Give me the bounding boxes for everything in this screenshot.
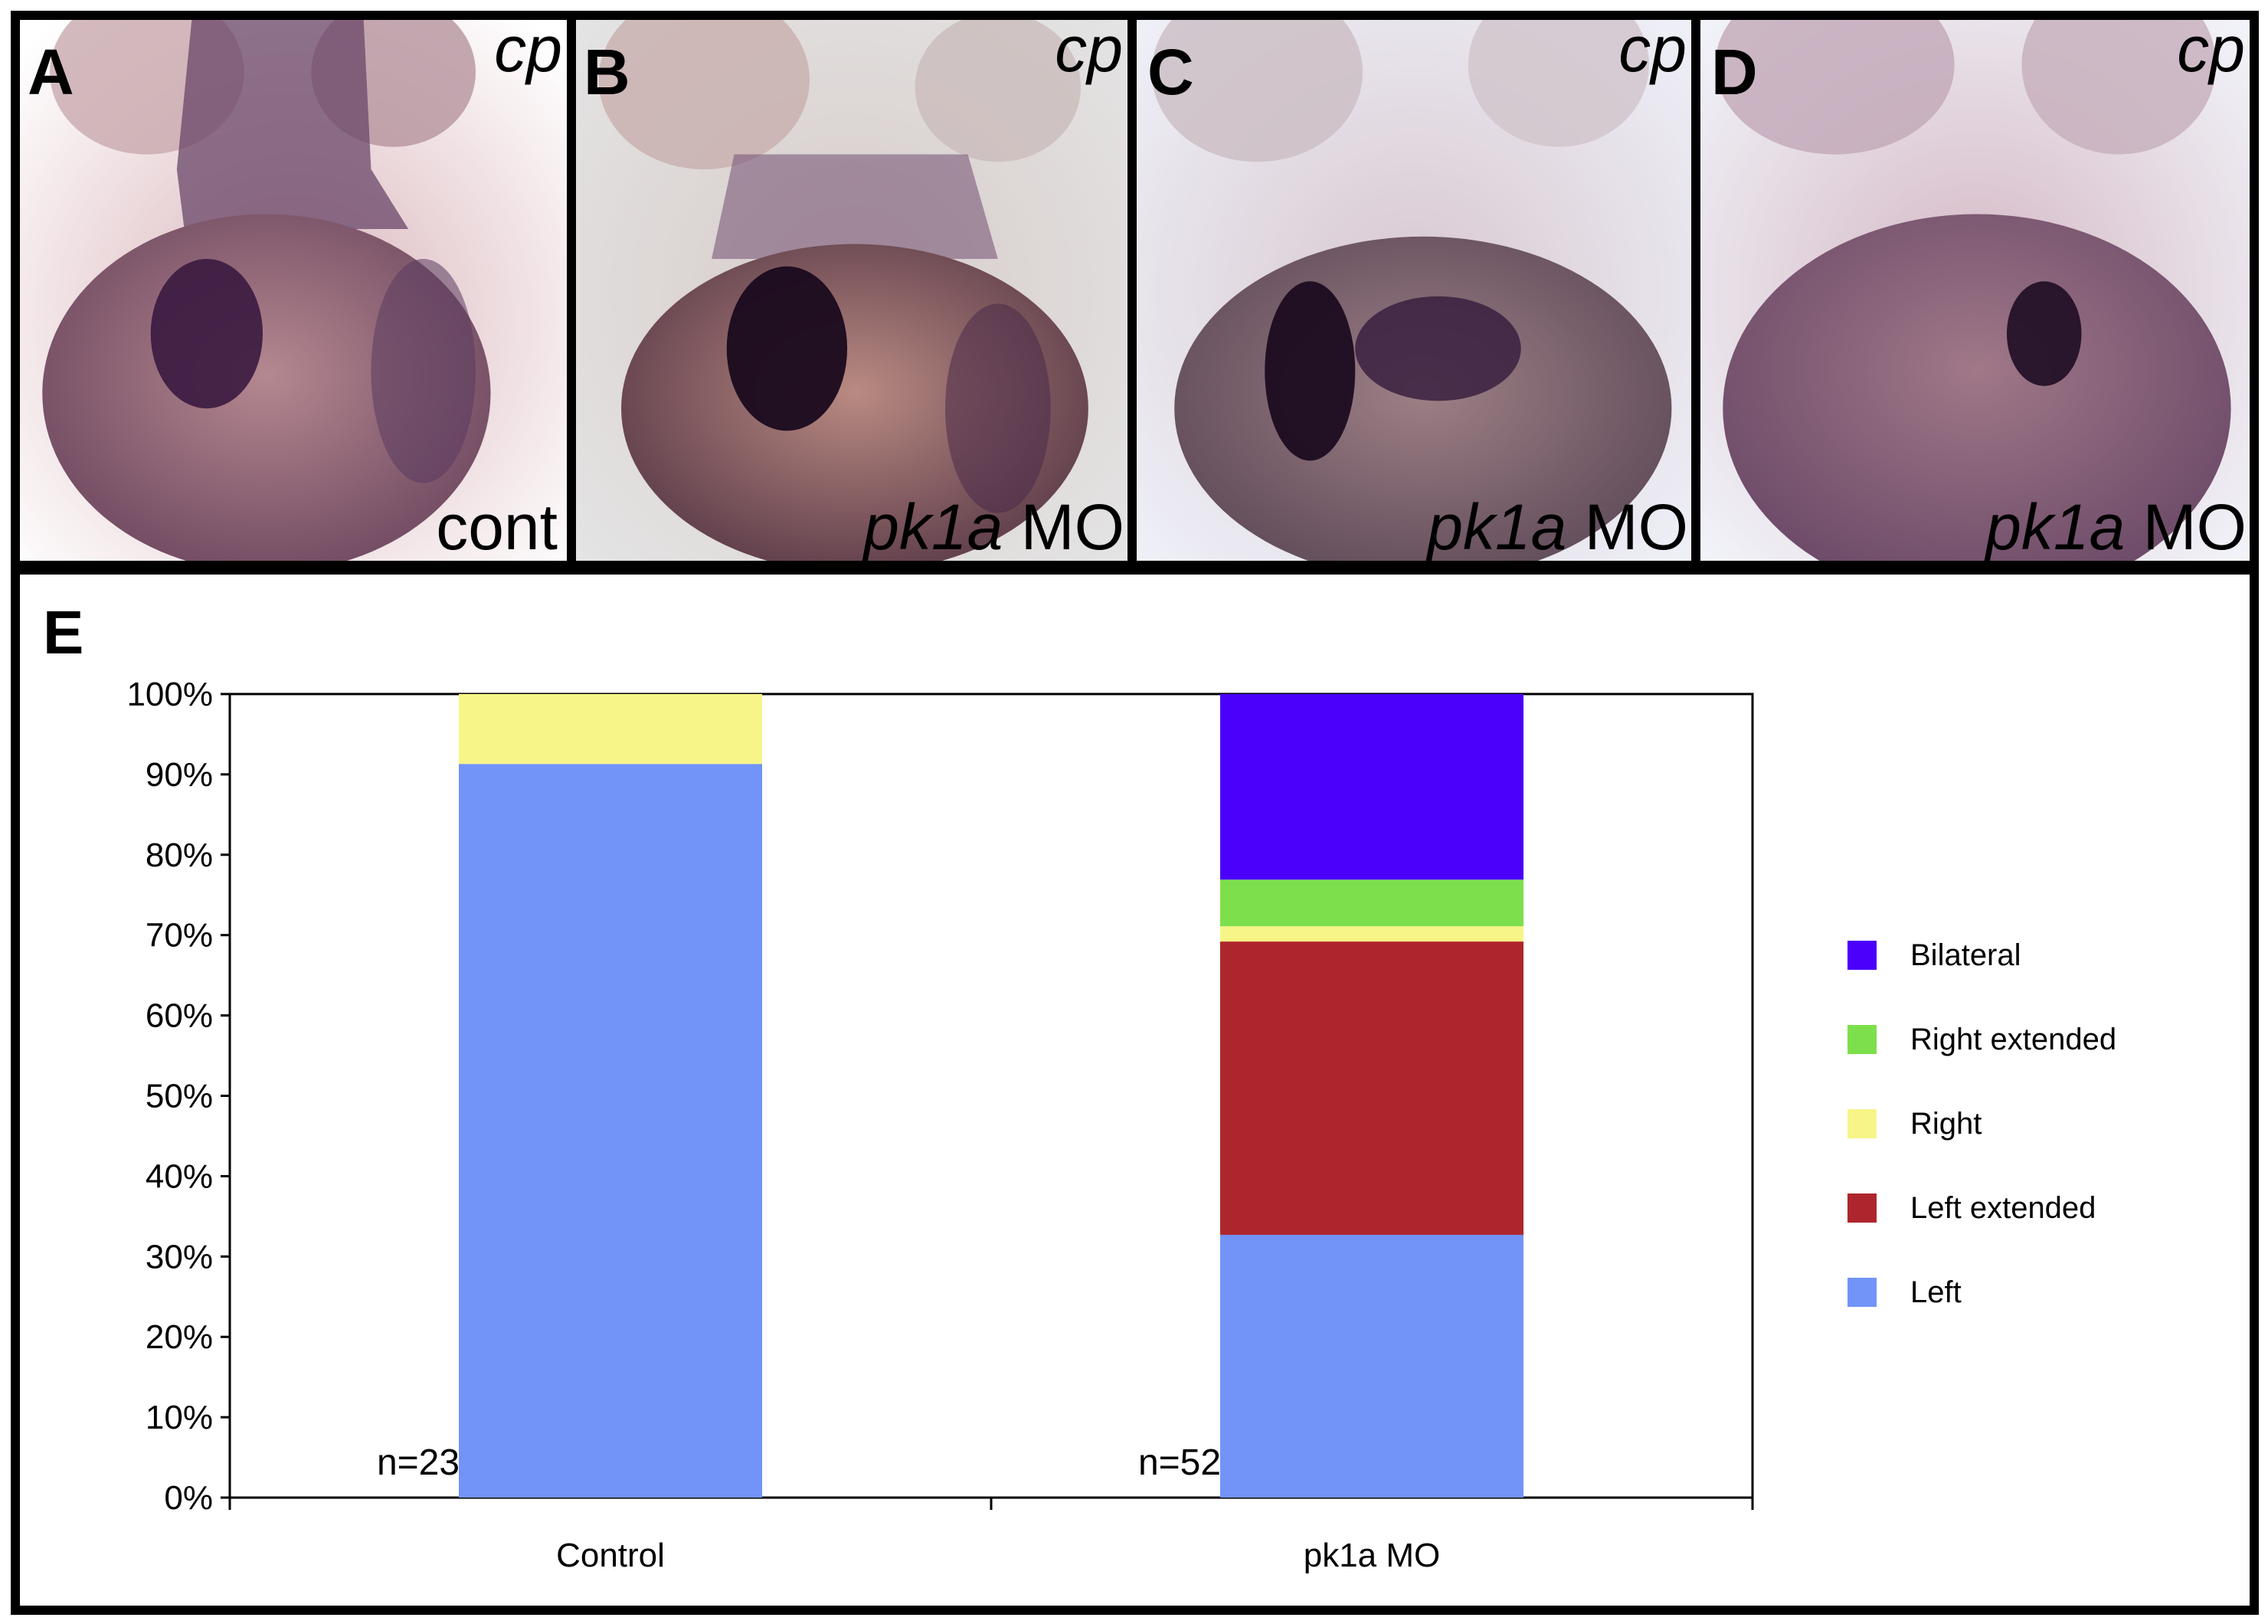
condition-label: pk1a MO <box>863 495 1124 559</box>
marker-label: cp <box>1055 13 1123 85</box>
condition-text: MO <box>1566 491 1688 563</box>
legend-swatch <box>1847 1278 1877 1307</box>
bar-segment-right <box>1220 926 1523 942</box>
condition-label: pk1a MO <box>1985 495 2247 559</box>
panel-d-micrograph: D cp pk1a MO <box>1696 11 2259 565</box>
bar-segment-left-extended <box>1220 941 1523 1235</box>
x-category-label: pk1a MO <box>1304 1537 1441 1574</box>
y-tick-label: 80% <box>146 837 213 874</box>
legend-swatch <box>1847 1109 1877 1138</box>
embryo-image-b <box>576 20 1127 561</box>
condition-label: pk1a MO <box>1427 495 1688 559</box>
marker-label: cp <box>2177 13 2245 85</box>
legend-label: Right <box>1910 1107 1982 1141</box>
marker-label: cp <box>494 13 562 85</box>
sample-count-label: n=52 <box>1138 1442 1221 1483</box>
condition-label: cont <box>436 495 558 559</box>
y-tick-label: 40% <box>146 1157 213 1195</box>
condition-italic: pk1a <box>1427 491 1567 563</box>
legend-swatch <box>1847 941 1877 970</box>
panel-letter: A <box>28 36 74 108</box>
y-tick-label: 60% <box>146 997 213 1035</box>
bar-segment-right <box>459 694 762 765</box>
condition-text: cont <box>436 491 558 563</box>
panel-letter: E <box>43 598 84 666</box>
embryo-image-d <box>1700 20 2250 561</box>
bar-segment-left <box>1220 1234 1523 1498</box>
y-tick-label: 70% <box>146 917 213 954</box>
y-tick-label: 100% <box>126 676 213 713</box>
condition-text: MO <box>2125 491 2247 563</box>
embryo-image-a <box>20 20 567 561</box>
embryo-image-c <box>1137 20 1691 561</box>
stacked-bar-chart: 0% 10% 20% 30% 40% 50% 60% 70% 80% 90% 100% Control… <box>126 676 2116 1574</box>
condition-text: MO <box>1003 491 1124 563</box>
legend-label: Left extended <box>1910 1191 2096 1225</box>
sample-count-label: n=23 <box>377 1442 460 1483</box>
y-tick-label: 10% <box>146 1399 213 1436</box>
panel-a-micrograph: A cp cont <box>11 11 571 565</box>
legend-swatch <box>1847 1193 1877 1223</box>
legend-label: Right extended <box>1910 1023 2116 1056</box>
panel-b-micrograph: B cp pk1a MO <box>571 11 1132 565</box>
panel-c-micrograph: C cp pk1a MO <box>1132 11 1696 565</box>
marker-label: cp <box>1618 13 1687 85</box>
bar-segment-right-extended <box>1220 879 1523 927</box>
y-tick-label: 0% <box>164 1479 213 1517</box>
bar-segment-bilateral <box>1220 694 1523 880</box>
plot-area <box>228 692 1754 1499</box>
y-tick-label: 50% <box>146 1078 213 1115</box>
panel-letter: D <box>1711 36 1758 108</box>
panel-letter: B <box>584 36 630 108</box>
bar-segment-left <box>459 764 762 1498</box>
panel-e-chart: E 0% 10% 20% 30% 40% 50% 60% 70% 80% 90% 100% Contr… <box>11 565 2259 1615</box>
legend-swatch <box>1847 1025 1877 1054</box>
y-tick-label: 90% <box>146 756 213 794</box>
y-tick-label: 20% <box>146 1318 213 1356</box>
legend-label: Left <box>1910 1275 1962 1309</box>
y-tick-label: 30% <box>146 1238 213 1275</box>
condition-italic: pk1a <box>1985 491 2126 563</box>
x-category-label: Control <box>556 1537 665 1574</box>
condition-italic: pk1a <box>863 491 1003 563</box>
panel-letter: C <box>1147 36 1194 108</box>
legend-label: Bilateral <box>1910 938 2021 972</box>
